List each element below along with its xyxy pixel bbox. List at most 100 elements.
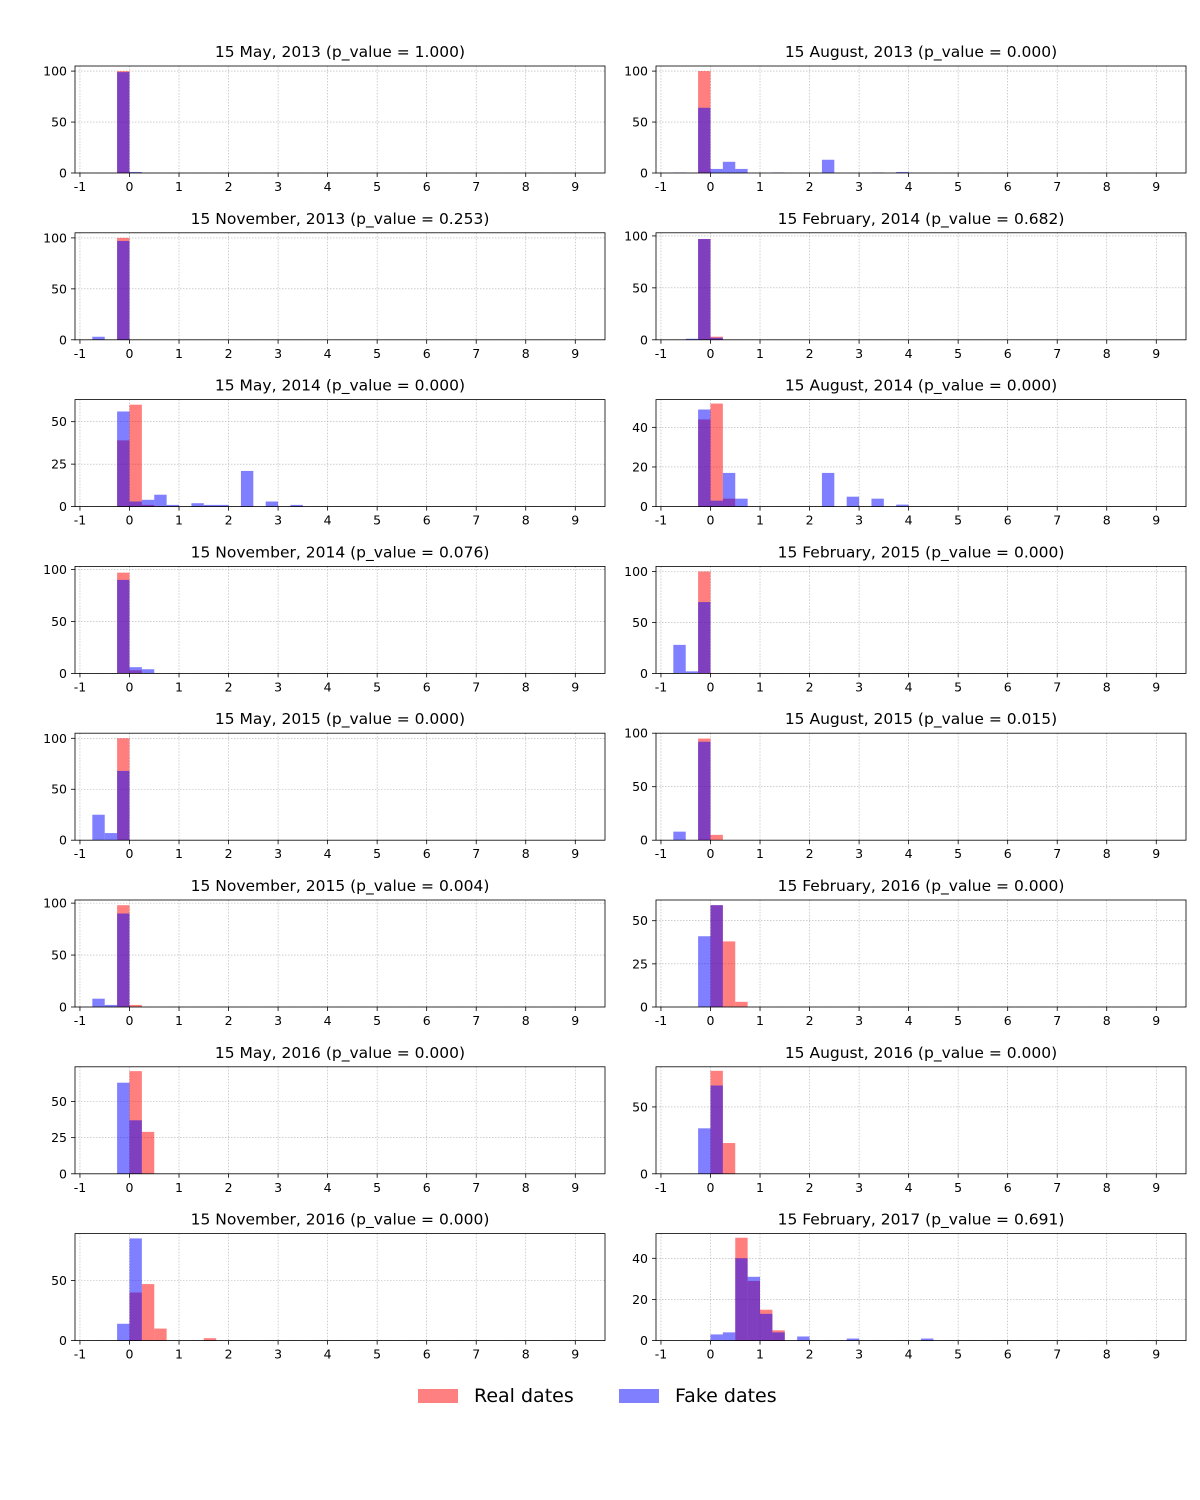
x-tick-label: 8 <box>522 179 530 194</box>
x-tick-label: 0 <box>126 513 134 528</box>
real-bar <box>203 1338 217 1341</box>
subplot-13: -1 0 1 2 3 4 5 6 7 8 9 0 25 50 15 May, 2016 (p_value =… <box>51 1044 606 1195</box>
x-tick-label: 0 <box>707 1013 715 1028</box>
x-tick-label: 0 <box>707 513 715 528</box>
real-dates-swatch <box>418 1389 458 1403</box>
x-tick-label: 5 <box>373 679 381 694</box>
fake-bar <box>129 667 142 674</box>
x-tick-label: 7 <box>472 1180 480 1195</box>
real-bar <box>710 403 723 507</box>
x-tick-label: 2 <box>225 179 233 194</box>
subplot-title: 15 May, 2016 (p_value = 0.000) <box>215 1044 465 1063</box>
x-tick-label: 1 <box>756 679 764 694</box>
y-tick-label: 0 <box>640 499 648 514</box>
x-tick-label: 3 <box>274 679 282 694</box>
subplot-9: -1 0 1 2 3 4 5 6 7 8 9 0 50 100 15 May, 2015 (p_value … <box>43 710 606 861</box>
x-tick-label: 8 <box>1103 846 1111 861</box>
x-tick-label: -1 <box>655 513 667 528</box>
legend: Real dates Fake dates <box>0 1378 1200 1418</box>
x-tick-label: 1 <box>175 846 183 861</box>
subplot-7: -1 0 1 2 3 4 5 6 7 8 9 0 50 100 15 November, 2014 (p_v… <box>43 543 606 694</box>
x-tick-label: 6 <box>1004 1013 1012 1028</box>
fake-bar <box>735 498 748 507</box>
subplot-title: 15 August, 2014 (p_value = 0.000) <box>785 377 1057 396</box>
x-tick-label: 0 <box>126 1180 134 1195</box>
subplot-5: -1 0 1 2 3 4 5 6 7 8 9 0 25 50 15 May, 2014 (p_value =… <box>51 377 606 528</box>
y-tick-label: 0 <box>59 666 67 681</box>
x-tick-label: 1 <box>756 1347 764 1362</box>
x-tick-label: -1 <box>655 679 667 694</box>
subplot-title: 15 February, 2015 (p_value = 0.000) <box>778 543 1065 562</box>
subplot-title: 15 February, 2017 (p_value = 0.691) <box>778 1211 1065 1230</box>
y-tick-label: 100 <box>624 564 648 579</box>
fake-bar <box>117 1323 130 1341</box>
x-tick-label: 7 <box>472 679 480 694</box>
x-tick-label: 5 <box>373 513 381 528</box>
y-tick-label: 0 <box>640 833 648 848</box>
fake-bar <box>141 669 155 674</box>
fake-bar <box>698 741 711 841</box>
y-tick-label: 100 <box>624 64 648 79</box>
x-tick-label: 8 <box>522 1180 530 1195</box>
x-tick-label: 2 <box>225 679 233 694</box>
fake-bar <box>760 1313 773 1341</box>
fake-bar <box>166 504 180 507</box>
fake-bar <box>141 499 155 507</box>
fake-bar <box>698 409 711 507</box>
fake-bar <box>191 503 204 507</box>
fake-bar <box>846 1338 860 1341</box>
axes-frame <box>74 1066 606 1175</box>
fake-bar <box>735 1258 748 1341</box>
y-tick-label: 100 <box>43 562 67 577</box>
y-tick-label: 50 <box>632 779 648 794</box>
real-bar <box>722 941 736 1007</box>
subplot-title: 15 August, 2016 (p_value = 0.000) <box>785 1044 1057 1063</box>
x-tick-label: 1 <box>756 513 764 528</box>
x-tick-label: 8 <box>522 1347 530 1362</box>
x-tick-label: -1 <box>74 679 86 694</box>
x-tick-label: 3 <box>274 846 282 861</box>
subplot-title: 15 November, 2016 (p_value = 0.000) <box>191 1211 490 1230</box>
x-tick-label: 4 <box>324 346 332 361</box>
fake-bar <box>896 504 909 507</box>
x-tick-label: 6 <box>423 846 431 861</box>
real-bar <box>722 1143 736 1174</box>
y-tick-label: 50 <box>51 614 67 629</box>
x-tick-label: 5 <box>373 1013 381 1028</box>
x-tick-label: 9 <box>571 1347 579 1362</box>
axes-frame <box>74 899 606 1008</box>
x-tick-label: 1 <box>175 346 183 361</box>
fake-bar <box>92 336 105 340</box>
x-tick-label: 2 <box>806 679 814 694</box>
x-tick-label: 9 <box>571 346 579 361</box>
fake-bar <box>685 671 699 674</box>
x-tick-label: 8 <box>1103 346 1111 361</box>
fake-bar <box>722 161 736 173</box>
axes-frame <box>74 1233 606 1341</box>
x-tick-label: 7 <box>1053 679 1061 694</box>
y-tick-label: 100 <box>43 896 67 911</box>
x-tick-label: 7 <box>1053 1347 1061 1362</box>
real-bar <box>141 1284 155 1341</box>
x-tick-label: -1 <box>74 346 86 361</box>
subplot-title: 15 May, 2014 (p_value = 0.000) <box>215 377 465 396</box>
x-tick-label: -1 <box>74 1347 86 1362</box>
fake-bar <box>710 168 723 173</box>
x-tick-label: -1 <box>74 1013 86 1028</box>
x-tick-label: 2 <box>806 846 814 861</box>
fake-bar <box>117 240 130 340</box>
y-tick-label: 50 <box>51 115 67 130</box>
x-tick-label: 1 <box>175 179 183 194</box>
y-tick-label: 50 <box>632 615 648 630</box>
x-tick-label: 0 <box>707 179 715 194</box>
subplot-6: -1 0 1 2 3 4 5 6 7 8 9 0 20 40 15 August, 2014 (p_valu… <box>632 377 1187 528</box>
x-tick-label: 5 <box>954 179 962 194</box>
fake-bar <box>117 579 130 674</box>
x-tick-label: 0 <box>707 846 715 861</box>
x-tick-label: 1 <box>756 1013 764 1028</box>
x-tick-label: 6 <box>423 679 431 694</box>
x-tick-label: 3 <box>855 513 863 528</box>
x-tick-label: 8 <box>1103 179 1111 194</box>
x-tick-label: 0 <box>707 1180 715 1195</box>
axes-frame <box>655 566 1187 674</box>
